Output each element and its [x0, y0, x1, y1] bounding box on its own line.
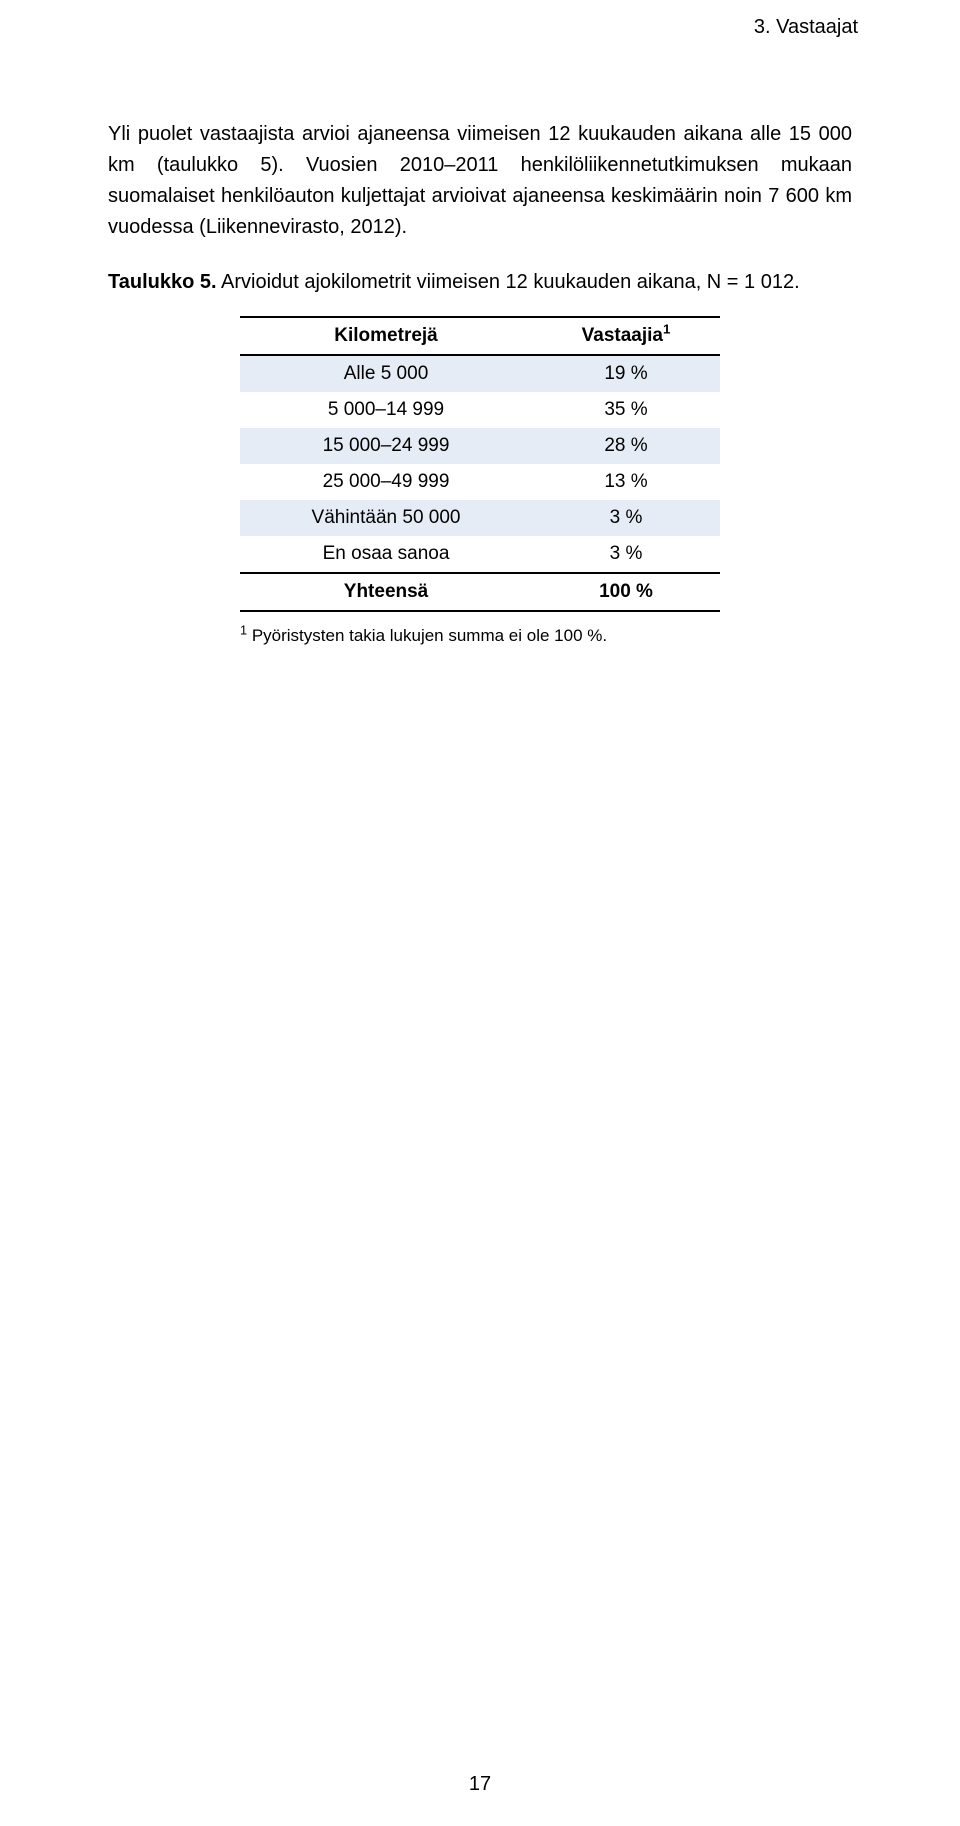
- table-row: 15 000–24 999 28 %: [240, 428, 720, 464]
- row-value: 3 %: [532, 536, 720, 573]
- table-body: Alle 5 000 19 % 5 000–14 999 35 % 15 000…: [240, 355, 720, 573]
- page-number: 17: [0, 1773, 960, 1796]
- header-sup: 1: [663, 322, 670, 337]
- row-value: 19 %: [532, 355, 720, 392]
- table-row: Alle 5 000 19 %: [240, 355, 720, 392]
- footer-value: 100 %: [532, 573, 720, 611]
- row-value: 13 %: [532, 464, 720, 500]
- row-label: 15 000–24 999: [240, 428, 532, 464]
- table-row: Vähintään 50 000 3 %: [240, 500, 720, 536]
- row-label: En osaa sanoa: [240, 536, 532, 573]
- table-row: 25 000–49 999 13 %: [240, 464, 720, 500]
- table-caption: Taulukko 5. Arvioidut ajokilometrit viim…: [108, 271, 852, 294]
- row-label: 5 000–14 999: [240, 392, 532, 428]
- row-value: 28 %: [532, 428, 720, 464]
- km-table: Kilometrejä Vastaajia1 Alle 5 000 19 % 5…: [240, 316, 720, 612]
- footer-label: Yhteensä: [240, 573, 532, 611]
- col-header-km: Kilometrejä: [240, 317, 532, 355]
- table-footnote: 1 Pyöristysten takia lukujen summa ei ol…: [240, 626, 720, 646]
- caption-label: Taulukko 5.: [108, 271, 217, 293]
- footnote-text: Pyöristysten takia lukujen summa ei ole …: [247, 626, 607, 645]
- row-label: 25 000–49 999: [240, 464, 532, 500]
- caption-text: Arvioidut ajokilometrit viimeisen 12 kuu…: [217, 271, 800, 293]
- row-value: 3 %: [532, 500, 720, 536]
- table-row: En osaa sanoa 3 %: [240, 536, 720, 573]
- table-footer-row: Yhteensä 100 %: [240, 573, 720, 611]
- row-value: 35 %: [532, 392, 720, 428]
- table-header-row: Kilometrejä Vastaajia1: [240, 317, 720, 355]
- table-row: 5 000–14 999 35 %: [240, 392, 720, 428]
- body-paragraph: Yli puolet vastaajista arvioi ajaneensa …: [108, 119, 852, 243]
- row-label: Alle 5 000: [240, 355, 532, 392]
- section-header: 3. Vastaajat: [108, 16, 858, 39]
- col-header-vastaajia: Vastaajia1: [532, 317, 720, 355]
- row-label: Vähintään 50 000: [240, 500, 532, 536]
